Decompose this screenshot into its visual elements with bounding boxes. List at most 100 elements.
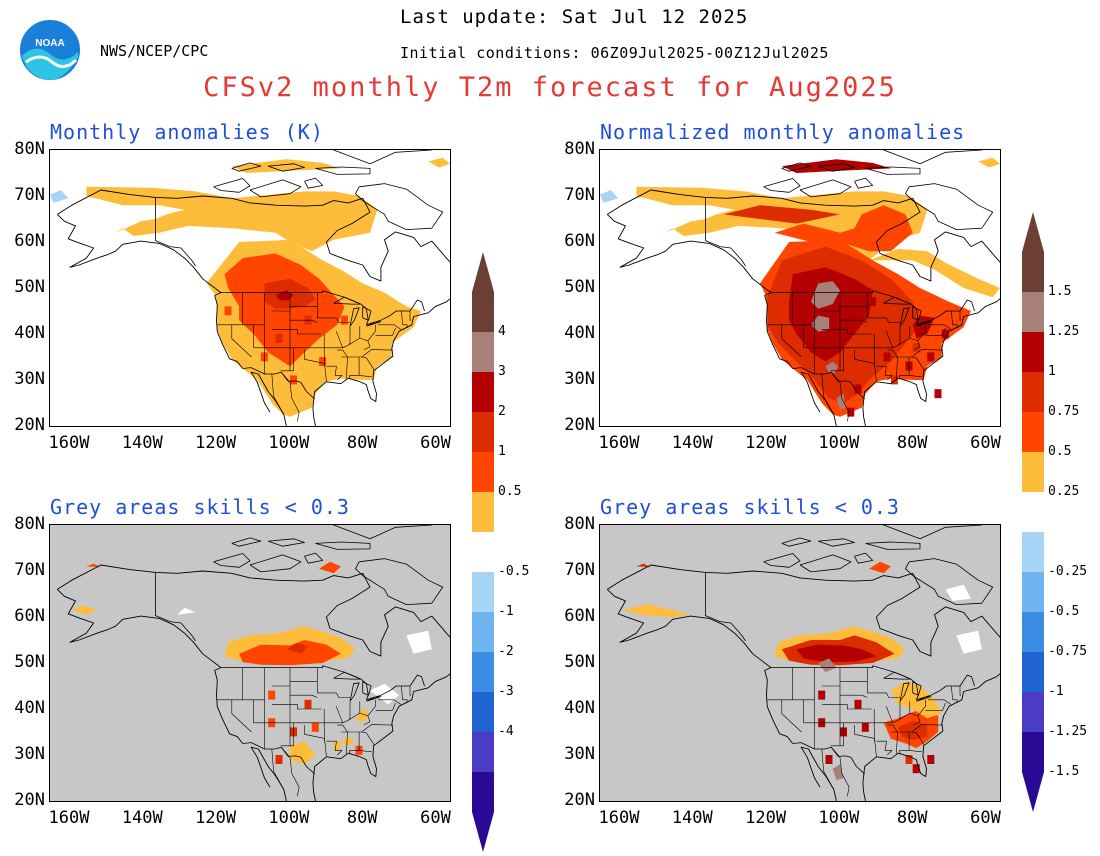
colorbar-tick-label: 0.25 xyxy=(1048,484,1080,499)
org-label: NWS/NCEP/CPC xyxy=(100,42,209,60)
page-title: CFSv2 monthly T2m forecast for Aug2025 xyxy=(203,72,897,103)
anomaly-shading xyxy=(796,644,877,663)
colorbar-segment xyxy=(472,372,494,412)
map-anomalies xyxy=(49,149,451,427)
anomaly-cell xyxy=(927,755,935,764)
colorbar-tick-label: -0.75 xyxy=(1048,644,1088,659)
colorbar-segment xyxy=(472,292,494,332)
anomaly-shading xyxy=(869,561,891,574)
initial-conditions: Initial conditions: 06Z09Jul2025-00Z12Ju… xyxy=(400,44,829,62)
great-lakes xyxy=(333,671,382,702)
colorbar-tick-label: -1 xyxy=(1048,684,1064,699)
anomaly-cell xyxy=(268,690,276,700)
lat-label: 80N xyxy=(14,139,45,159)
mexico-borders xyxy=(271,372,300,422)
panel-title-anomalies: Monthly anomalies (K) xyxy=(50,120,324,144)
lon-label: 100W xyxy=(818,808,860,828)
colorbar-tick-label: -0.5 xyxy=(498,564,530,579)
state-borders xyxy=(767,667,962,757)
anomaly-cell xyxy=(275,755,283,764)
colorbar-segment xyxy=(1022,692,1044,732)
colorbar-anomalies: 4 3 2 1 0.5 -0.5 -1 -2 -3 -4 xyxy=(471,252,541,852)
anomaly-shading xyxy=(50,190,69,203)
colorbar-segment xyxy=(472,452,494,492)
colorbar-tick-label: -0.5 xyxy=(1048,604,1080,619)
colorbar-segment xyxy=(1022,492,1044,532)
lon-label: 140W xyxy=(671,433,713,453)
anomaly-cell xyxy=(340,315,348,325)
colorbar-segment xyxy=(1022,532,1044,572)
lon-label: 100W xyxy=(268,808,310,828)
anomaly-shading xyxy=(340,736,356,746)
lat-label: 40N xyxy=(14,323,45,343)
map-graphic xyxy=(600,150,1000,426)
anomaly-shading xyxy=(978,157,1000,168)
anomaly-cell xyxy=(861,722,869,732)
lon-label: 160W xyxy=(598,433,640,453)
unmasked-region xyxy=(370,683,400,705)
unmasked-region xyxy=(945,584,971,601)
lat-label: 20N xyxy=(14,790,45,810)
colorbar-tick-label: 1.25 xyxy=(1048,324,1080,339)
map-graphic xyxy=(50,150,450,426)
anomaly-shading xyxy=(818,658,837,673)
colorbar-tick-label: -2 xyxy=(498,644,514,659)
anomaly-shading xyxy=(869,248,1000,298)
colorbar-segment xyxy=(472,692,494,732)
anomaly-shading xyxy=(781,159,891,173)
lat-label: 30N xyxy=(564,744,595,764)
anomaly-cell xyxy=(304,699,312,709)
colorbar-tick-label: 1.5 xyxy=(1048,284,1072,299)
anomaly-shading xyxy=(239,640,341,666)
arctic-islands xyxy=(213,150,450,230)
anomaly-shading xyxy=(290,741,316,765)
anomaly-shading xyxy=(810,315,830,332)
lat-label: 20N xyxy=(564,790,595,810)
colorbar-tick-label: -0.25 xyxy=(1048,564,1088,579)
anomaly-shading xyxy=(621,604,691,617)
colorbar-graphic xyxy=(1022,212,1044,812)
lat-label: 70N xyxy=(564,560,595,580)
lon-label: 140W xyxy=(121,808,163,828)
lat-label: 50N xyxy=(14,277,45,297)
colorbar-segment xyxy=(1022,292,1044,332)
colorbar-arrow-bottom xyxy=(1022,772,1044,812)
map-skill-masked-normalized xyxy=(599,524,1001,802)
colorbar-segment xyxy=(1022,412,1044,452)
colorbar-segment xyxy=(1022,572,1044,612)
anomaly-cell xyxy=(869,297,877,307)
coastline xyxy=(56,564,450,801)
lon-label: 80W xyxy=(346,808,378,828)
noaa-logo: NOAA xyxy=(18,18,82,82)
anomaly-cell xyxy=(290,375,297,385)
colorbar-segment xyxy=(1022,652,1044,692)
colorbar-segment xyxy=(472,652,494,692)
country-borders xyxy=(155,572,425,775)
colorbar-segment xyxy=(472,332,494,372)
lat-label: 50N xyxy=(564,652,595,672)
lon-label: 100W xyxy=(268,433,310,453)
anomaly-cell xyxy=(890,375,898,385)
anomaly-shading xyxy=(286,642,309,654)
anomaly-cell xyxy=(883,352,891,362)
anomaly-cell xyxy=(825,755,833,764)
anomaly-cell xyxy=(912,343,920,353)
lat-label: 60N xyxy=(14,606,45,626)
lat-label: 60N xyxy=(14,231,45,251)
country-borders xyxy=(705,572,975,775)
lon-label: 140W xyxy=(121,433,163,453)
lon-label: 100W xyxy=(818,433,860,453)
colorbar-tick-label: -1.25 xyxy=(1048,724,1088,739)
mexico-borders xyxy=(271,747,300,797)
state-borders xyxy=(217,667,412,757)
mexico-borders xyxy=(821,372,850,422)
colorbar-tick-label: -4 xyxy=(498,724,514,739)
lat-label: 30N xyxy=(564,369,595,389)
colorbar-tick-label: -3 xyxy=(498,684,514,699)
anomaly-shading xyxy=(636,563,651,568)
map-normalized-anomalies xyxy=(599,149,1001,427)
anomaly-shading xyxy=(825,361,839,374)
anomaly-cell xyxy=(927,352,935,362)
anomaly-cell xyxy=(311,722,319,732)
colorbar-graphic xyxy=(472,252,494,852)
